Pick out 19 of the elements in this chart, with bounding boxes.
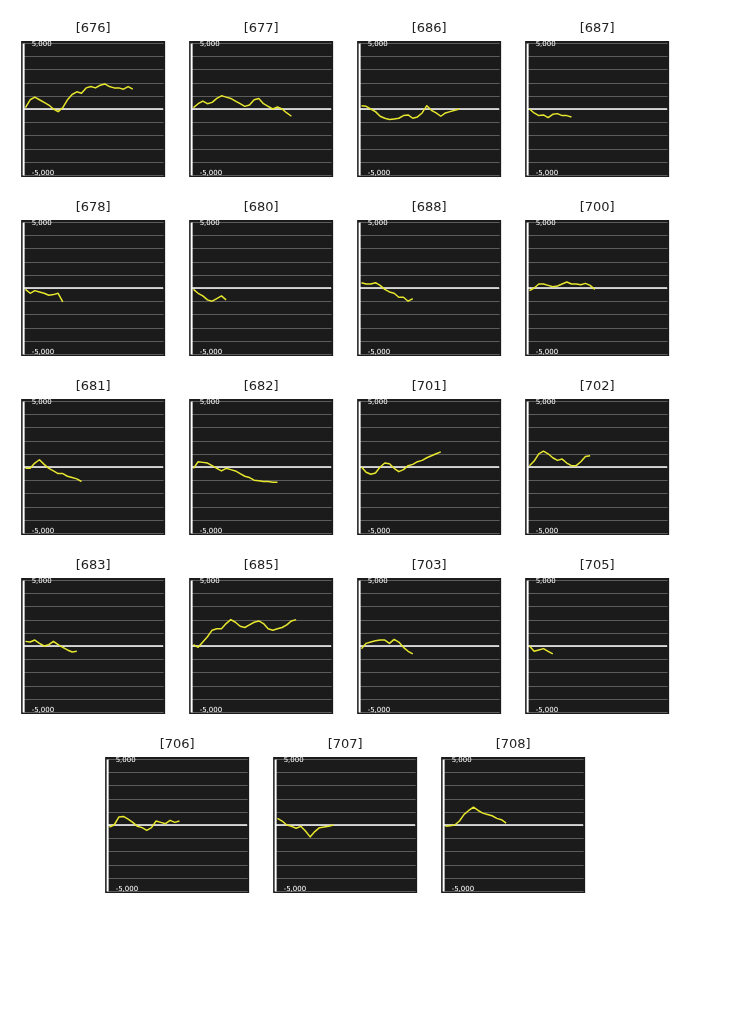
chart-title: [681] xyxy=(75,378,111,393)
chart-title: [686] xyxy=(411,20,447,35)
chart-title: [705] xyxy=(579,557,615,572)
chart-title: [701] xyxy=(411,378,447,393)
chart-title: [678] xyxy=(75,199,111,214)
chart-title: [687] xyxy=(579,20,615,35)
chart-title: [703] xyxy=(411,557,447,572)
chart-title: [707] xyxy=(327,736,363,751)
chart-title: [702] xyxy=(579,378,615,393)
chart-title: [683] xyxy=(75,557,111,572)
chart-title: [685] xyxy=(243,557,279,572)
chart-title: [682] xyxy=(243,378,279,393)
chart-title: [680] xyxy=(243,199,279,214)
chart-title: [677] xyxy=(243,20,279,35)
chart-title: [700] xyxy=(579,199,615,214)
chart-title: [708] xyxy=(495,736,531,751)
chart-title: [676] xyxy=(75,20,111,35)
chart-title: [706] xyxy=(159,736,195,751)
chart-title: [688] xyxy=(411,199,447,214)
